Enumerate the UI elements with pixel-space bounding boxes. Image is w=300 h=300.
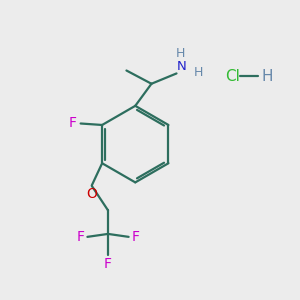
Text: O: O <box>86 187 97 201</box>
Text: F: F <box>76 230 85 244</box>
Text: F: F <box>104 257 112 272</box>
Text: H: H <box>262 69 273 84</box>
Text: N: N <box>177 60 187 73</box>
Text: Cl: Cl <box>225 69 240 84</box>
Text: F: F <box>69 116 77 130</box>
Text: H: H <box>194 66 203 80</box>
Text: F: F <box>132 230 140 244</box>
Text: H: H <box>176 47 186 60</box>
